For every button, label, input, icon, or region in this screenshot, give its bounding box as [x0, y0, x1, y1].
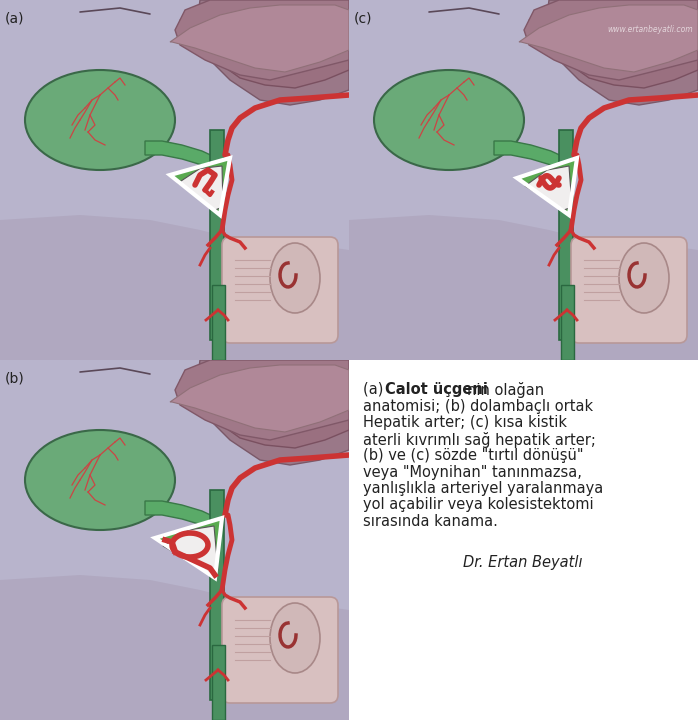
Text: veya "Moynihan" tanınmazsa,: veya "Moynihan" tanınmazsa,	[363, 464, 582, 480]
Polygon shape	[349, 215, 698, 360]
Polygon shape	[170, 5, 349, 72]
Text: (b) ve (c) sözde "tırtıl dönüşü": (b) ve (c) sözde "tırtıl dönüşü"	[363, 448, 584, 463]
Ellipse shape	[374, 70, 524, 170]
Polygon shape	[0, 575, 349, 720]
Bar	[212, 645, 225, 720]
Polygon shape	[494, 141, 566, 172]
Ellipse shape	[25, 430, 175, 530]
Polygon shape	[180, 0, 349, 88]
Polygon shape	[155, 518, 222, 578]
FancyBboxPatch shape	[571, 237, 687, 343]
FancyBboxPatch shape	[222, 597, 338, 703]
Polygon shape	[180, 360, 349, 448]
Text: yol açabilir veya kolesistektomi: yol açabilir veya kolesistektomi	[363, 498, 593, 513]
Polygon shape	[0, 215, 349, 360]
Polygon shape	[145, 141, 217, 172]
Text: Calot üçgeni: Calot üçgeni	[385, 382, 488, 397]
Bar	[561, 285, 574, 360]
Polygon shape	[524, 0, 698, 80]
Polygon shape	[145, 501, 217, 532]
Text: anatomisi; (b) dolambaçlı ortak: anatomisi; (b) dolambaçlı ortak	[363, 398, 593, 413]
Polygon shape	[170, 158, 230, 215]
Polygon shape	[519, 5, 698, 72]
Text: nin olağan: nin olağan	[467, 382, 544, 398]
Text: (b): (b)	[5, 372, 24, 386]
Text: sırasında kanama.: sırasında kanama.	[363, 514, 498, 529]
Polygon shape	[163, 526, 218, 573]
Text: aterli kıvrımlı sağ hepatik arter;: aterli kıvrımlı sağ hepatik arter;	[363, 431, 596, 448]
Polygon shape	[544, 0, 698, 105]
Polygon shape	[525, 166, 572, 210]
Ellipse shape	[619, 243, 669, 313]
Text: (a): (a)	[5, 12, 24, 26]
Text: Dr. Ertan Beyatlı: Dr. Ertan Beyatlı	[463, 555, 583, 570]
Polygon shape	[170, 365, 349, 432]
FancyBboxPatch shape	[222, 237, 338, 343]
Text: yanlışlıkla arteriyel yaralanmaya: yanlışlıkla arteriyel yaralanmaya	[363, 481, 603, 496]
Text: (c): (c)	[354, 12, 373, 26]
Polygon shape	[517, 158, 577, 215]
Bar	[210, 130, 224, 340]
Text: (a): (a)	[363, 382, 388, 397]
Ellipse shape	[270, 603, 320, 673]
Bar	[559, 130, 573, 340]
Polygon shape	[195, 360, 349, 465]
Bar	[212, 285, 225, 360]
Text: Hepatik arter; (c) kısa kistik: Hepatik arter; (c) kısa kistik	[363, 415, 567, 430]
Polygon shape	[175, 360, 349, 440]
Polygon shape	[195, 0, 349, 105]
Polygon shape	[178, 166, 223, 210]
Polygon shape	[175, 0, 349, 80]
Ellipse shape	[270, 243, 320, 313]
Text: www.ertanbeyatli.com: www.ertanbeyatli.com	[607, 25, 693, 34]
Ellipse shape	[25, 70, 175, 170]
Bar	[210, 490, 224, 700]
Polygon shape	[529, 0, 698, 88]
